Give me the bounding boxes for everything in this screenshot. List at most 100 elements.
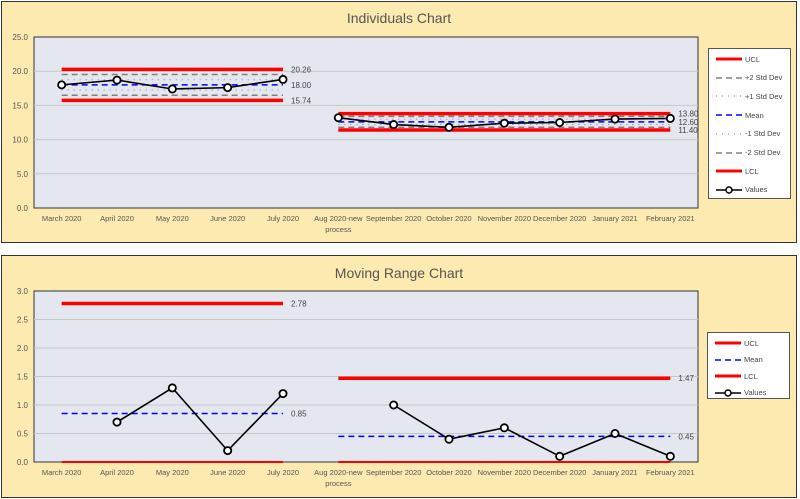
limit-value-label: 0.45 <box>678 432 694 441</box>
legend-label: Values <box>745 185 768 195</box>
individuals-chart-svg: 0.0 5.0 10.0 15.0 20.0 25.0 March 2020 April 20… <box>12 33 699 234</box>
data-point <box>223 83 233 93</box>
x-tick-label: November 2020 <box>478 214 531 223</box>
legend: UCL +2 Std Dev +1 Std Dev Mean -1 Std Dev -2 … <box>708 48 791 199</box>
limit-value-label: 13.80 <box>678 110 699 119</box>
data-point <box>112 75 122 85</box>
legend-item: -2 Std Dev <box>715 146 780 160</box>
data-point <box>610 114 620 124</box>
legend-item: +2 Std Dev <box>715 71 782 85</box>
data-point <box>499 118 509 128</box>
x-tick-label: July 2020 <box>267 214 299 223</box>
legend-item: LCL <box>715 164 759 178</box>
limit-value-label: 20.26 <box>291 65 312 74</box>
x-tick-label: November 2020 <box>478 468 531 477</box>
data-point <box>223 446 233 456</box>
legend-swatch <box>715 341 741 345</box>
y-tick-label: 3.0 <box>17 287 29 296</box>
x-tick-label: June 2020 <box>210 214 245 223</box>
legend-item: Values <box>714 386 766 400</box>
legend-swatch <box>716 186 742 194</box>
legend-item: UCL <box>715 52 760 66</box>
x-tick-label: April 2020 <box>100 214 134 223</box>
legend-label: +1 Std Dev <box>745 91 783 101</box>
limit-value-label: 18.00 <box>291 81 312 90</box>
y-tick-label: 1.0 <box>17 401 29 410</box>
x-tick-label: February 2021 <box>646 468 695 477</box>
legend: UCL Mean LCL Values <box>707 332 790 399</box>
individuals-chart-panel: Individuals Chart 0.0 5.0 10.0 15.0 20.0 25.0… <box>1 1 797 243</box>
x-tick-label: Aug 2020-new process <box>314 468 363 488</box>
y-tick-label: 0.0 <box>17 204 29 213</box>
x-tick-label: March 2020 <box>42 214 82 223</box>
data-point <box>278 389 288 399</box>
legend-label: Values <box>744 388 767 397</box>
data-point <box>555 451 565 461</box>
data-point <box>333 113 343 123</box>
legend-swatch <box>716 76 742 79</box>
y-tick-label: 20.0 <box>12 67 28 76</box>
chart-title: Individuals Chart <box>346 10 452 26</box>
legend-item: +1 Std Dev <box>715 89 782 103</box>
legend-swatch <box>715 358 741 361</box>
y-tick-label: 2.5 <box>17 316 29 325</box>
y-tick-label: 25.0 <box>12 33 28 42</box>
plot-area <box>33 36 699 209</box>
legend-item: Mean <box>714 353 763 367</box>
legend-label: UCL <box>745 54 761 64</box>
legend-label: UCL <box>744 338 760 348</box>
legend-swatch <box>716 95 742 97</box>
limit-value-label: 12.60 <box>678 118 699 127</box>
values-line <box>116 386 284 452</box>
limit-value-label: 15.74 <box>291 96 312 105</box>
x-tick-label: June 2020 <box>210 468 245 477</box>
legend-item: UCL <box>714 336 759 350</box>
legend-marker <box>724 388 732 397</box>
legend-swatch <box>716 151 742 154</box>
legend-item: Mean <box>715 108 764 122</box>
x-tick-label: July 2020 <box>267 468 299 477</box>
x-tick-label: April 2020 <box>100 468 134 477</box>
x-tick-label: December 2020 <box>533 468 586 477</box>
legend-swatch <box>716 133 742 135</box>
data-point <box>499 423 509 433</box>
moving-range-chart-panel: Moving Range Chart 0.0 0.5 1.0 1.5 2.0 2.5 3.0… <box>1 255 797 498</box>
legend-label: LCL <box>745 166 759 176</box>
y-tick-label: 15.0 <box>12 101 28 110</box>
x-tick-label: May 2020 <box>156 214 189 223</box>
legend-label: +2 Std Dev <box>745 73 783 83</box>
legend-swatch <box>716 114 742 116</box>
legend-swatch <box>715 374 741 378</box>
x-tick-label: October 2020 <box>426 468 471 477</box>
limit-value-label: 1.47 <box>678 374 694 383</box>
data-point <box>444 434 454 444</box>
data-point <box>278 74 288 84</box>
x-tick-label: March 2020 <box>42 468 82 477</box>
limit-value-label: 0.85 <box>291 410 307 419</box>
data-point <box>112 417 122 427</box>
legend-marker <box>725 186 733 194</box>
x-tick-label: February 2021 <box>646 214 695 223</box>
legend-swatch <box>716 57 742 61</box>
legend-label: -1 Std Dev <box>745 129 781 139</box>
moving-range-chart-svg: 0.0 0.5 1.0 1.5 2.0 2.5 3.0 March 2020 April 202… <box>17 287 699 488</box>
legend-label: LCL <box>744 371 758 381</box>
data-point <box>610 428 620 438</box>
legend-item: -1 Std Dev <box>715 127 780 141</box>
x-tick-label: January 2021 <box>592 468 637 477</box>
legend-item: Values <box>715 183 767 197</box>
y-tick-label: 0.0 <box>17 458 29 467</box>
x-tick-label: May 2020 <box>156 468 189 477</box>
data-point <box>167 383 177 393</box>
y-tick-label: 0.5 <box>17 430 29 439</box>
x-tick-label: September 2020 <box>366 214 421 223</box>
data-point <box>57 80 67 90</box>
data-point <box>665 113 675 123</box>
x-tick-label: January 2021 <box>592 214 637 223</box>
legend-label: Mean <box>745 110 764 120</box>
legend-label: Mean <box>744 355 763 364</box>
x-tick-label: September 2020 <box>366 468 421 477</box>
data-point <box>665 451 675 461</box>
legend-label: -2 Std Dev <box>745 148 781 157</box>
data-point <box>444 122 454 132</box>
